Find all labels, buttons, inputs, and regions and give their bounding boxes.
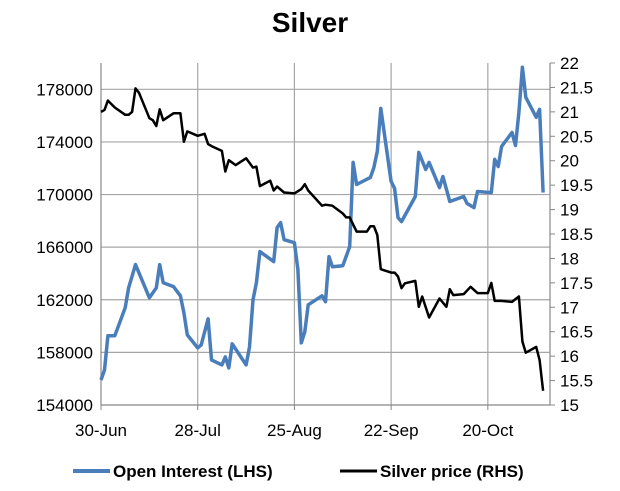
y-left-tick-label: 170000	[36, 186, 93, 205]
y-left-tick-label: 158000	[36, 343, 93, 362]
y-left-tick-label: 178000	[36, 80, 93, 99]
y-right-tick-label: 22	[560, 54, 579, 73]
open-interest-line	[99, 65, 545, 381]
x-tick-label: 28-Jul	[175, 421, 221, 440]
y-left-tick-label: 162000	[36, 291, 93, 310]
y-right-tick-label: 18.5	[560, 225, 593, 244]
series-lines	[99, 65, 545, 391]
silver-price-line	[100, 87, 545, 391]
y-right-tick-label: 15.5	[560, 372, 593, 391]
chart-title: Silver	[272, 7, 348, 38]
x-tick-label: 20-Oct	[462, 421, 513, 440]
legend-label-open-interest: Open Interest (LHS)	[113, 462, 273, 481]
y-right-tick-label: 20.5	[560, 127, 593, 146]
y-right-tick-label: 16	[560, 347, 579, 366]
y-right-tick-label: 21	[560, 103, 579, 122]
x-tick-label: 30-Jun	[75, 421, 127, 440]
tick-labels: 154000 158000 162000 166000 170000 174000 1780…	[36, 54, 593, 440]
legend: Open Interest (LHS) Silver price (RHS)	[73, 462, 524, 481]
y-left-tick-label: 174000	[36, 133, 93, 152]
y-right-tick-label: 16.5	[560, 323, 593, 342]
x-tick-label: 22-Sep	[364, 421, 419, 440]
y-left-tick-label: 166000	[36, 238, 93, 257]
y-left-tick-label: 154000	[36, 396, 93, 415]
axes	[100, 62, 555, 410]
y-right-tick-label: 19.5	[560, 176, 593, 195]
y-right-tick-label: 18	[560, 249, 579, 268]
grid	[101, 63, 550, 405]
y-right-tick-label: 17	[560, 298, 579, 317]
x-tick-label: 25-Aug	[267, 421, 322, 440]
y-right-tick-label: 17.5	[560, 274, 593, 293]
y-right-tick-label: 21.5	[560, 78, 593, 97]
y-right-tick-label: 19	[560, 201, 579, 220]
legend-label-silver-price: Silver price (RHS)	[380, 462, 524, 481]
y-right-tick-label: 20	[560, 152, 579, 171]
y-right-tick-label: 15	[560, 396, 579, 415]
